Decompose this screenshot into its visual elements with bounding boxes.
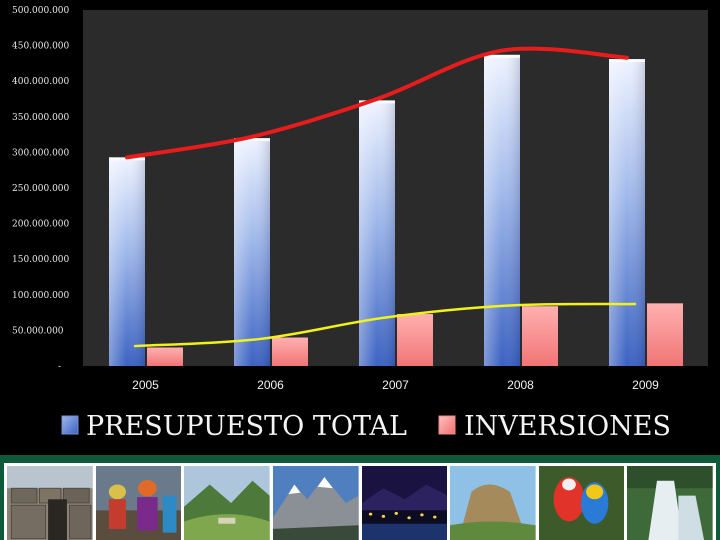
legend-swatch-inversiones — [438, 415, 456, 435]
trend-line-inversiones — [133, 302, 637, 348]
chart: 500.000.000 450.000.000 400.000.000 350.000… — [12, 6, 708, 442]
bar-inversiones — [522, 306, 558, 366]
x-axis: 2005 2006 2007 2008 2009 — [132, 378, 659, 392]
x-tick-label: 2006 — [257, 378, 284, 392]
photo-macaw-parrots — [538, 466, 625, 540]
legend-label-presupuesto: PRESUPUESTO TOTAL — [86, 411, 407, 442]
y-tick-label: 400.000.000 — [12, 77, 70, 87]
bar-presupuesto-shade — [234, 138, 270, 366]
bar-presupuesto-shade — [359, 100, 395, 366]
y-tick-label: 500.000.000 — [12, 6, 70, 16]
y-tick-label: 250.000.000 — [12, 184, 70, 194]
bar-inversiones — [272, 337, 308, 366]
plot-area — [83, 10, 708, 366]
y-tick-label: 350.000.000 — [12, 113, 70, 123]
y-tick-label: 150.000.000 — [12, 255, 70, 265]
x-tick-label: 2005 — [132, 378, 159, 392]
bar-presupuesto-shade — [484, 54, 520, 367]
y-tick-label: 450.000.000 — [12, 42, 70, 52]
bar-inversiones — [147, 347, 183, 366]
bar-presupuesto-shade — [109, 157, 145, 366]
legend-swatch-presupuesto — [61, 415, 79, 435]
legend-label-inversiones: INVERSIONES — [464, 411, 671, 442]
photo-waterfall — [627, 466, 713, 540]
y-tick-label: 300.000.000 — [12, 148, 70, 158]
x-tick-label: 2009 — [632, 378, 659, 392]
photo-inca-stone-wall — [7, 466, 93, 540]
bar-inversiones — [397, 314, 433, 366]
bar-presupuesto-shade — [609, 59, 645, 367]
y-tick-label: - — [58, 362, 61, 372]
photo-rock-mountain — [450, 466, 536, 540]
bar-presupuesto-cap — [234, 138, 270, 142]
bar-presupuesto-cap — [484, 54, 520, 58]
y-tick-label: 50.000.000 — [12, 326, 64, 336]
y-tick-label: 200.000.000 — [12, 220, 70, 230]
legend: PRESUPUESTO TOTAL INVERSIONES — [61, 411, 671, 442]
photo-festival-dancers — [95, 466, 182, 540]
photo-snow-mountains — [272, 466, 359, 540]
trend-lines — [125, 46, 637, 348]
photo-green-valley — [184, 466, 270, 540]
x-tick-label: 2008 — [507, 378, 534, 392]
photo-strip — [0, 455, 720, 540]
x-tick-label: 2007 — [382, 378, 409, 392]
bar-inversiones — [647, 303, 683, 366]
bar-presupuesto-cap — [359, 100, 395, 104]
trend-line-presupuesto — [125, 46, 629, 160]
photo-city-lights-night — [361, 466, 448, 540]
y-tick-label: 100.000.000 — [12, 291, 70, 301]
y-axis: 500.000.000 450.000.000 400.000.000 350.000… — [12, 6, 70, 372]
bar-presupuesto-cap — [609, 59, 645, 63]
bars — [109, 54, 683, 367]
